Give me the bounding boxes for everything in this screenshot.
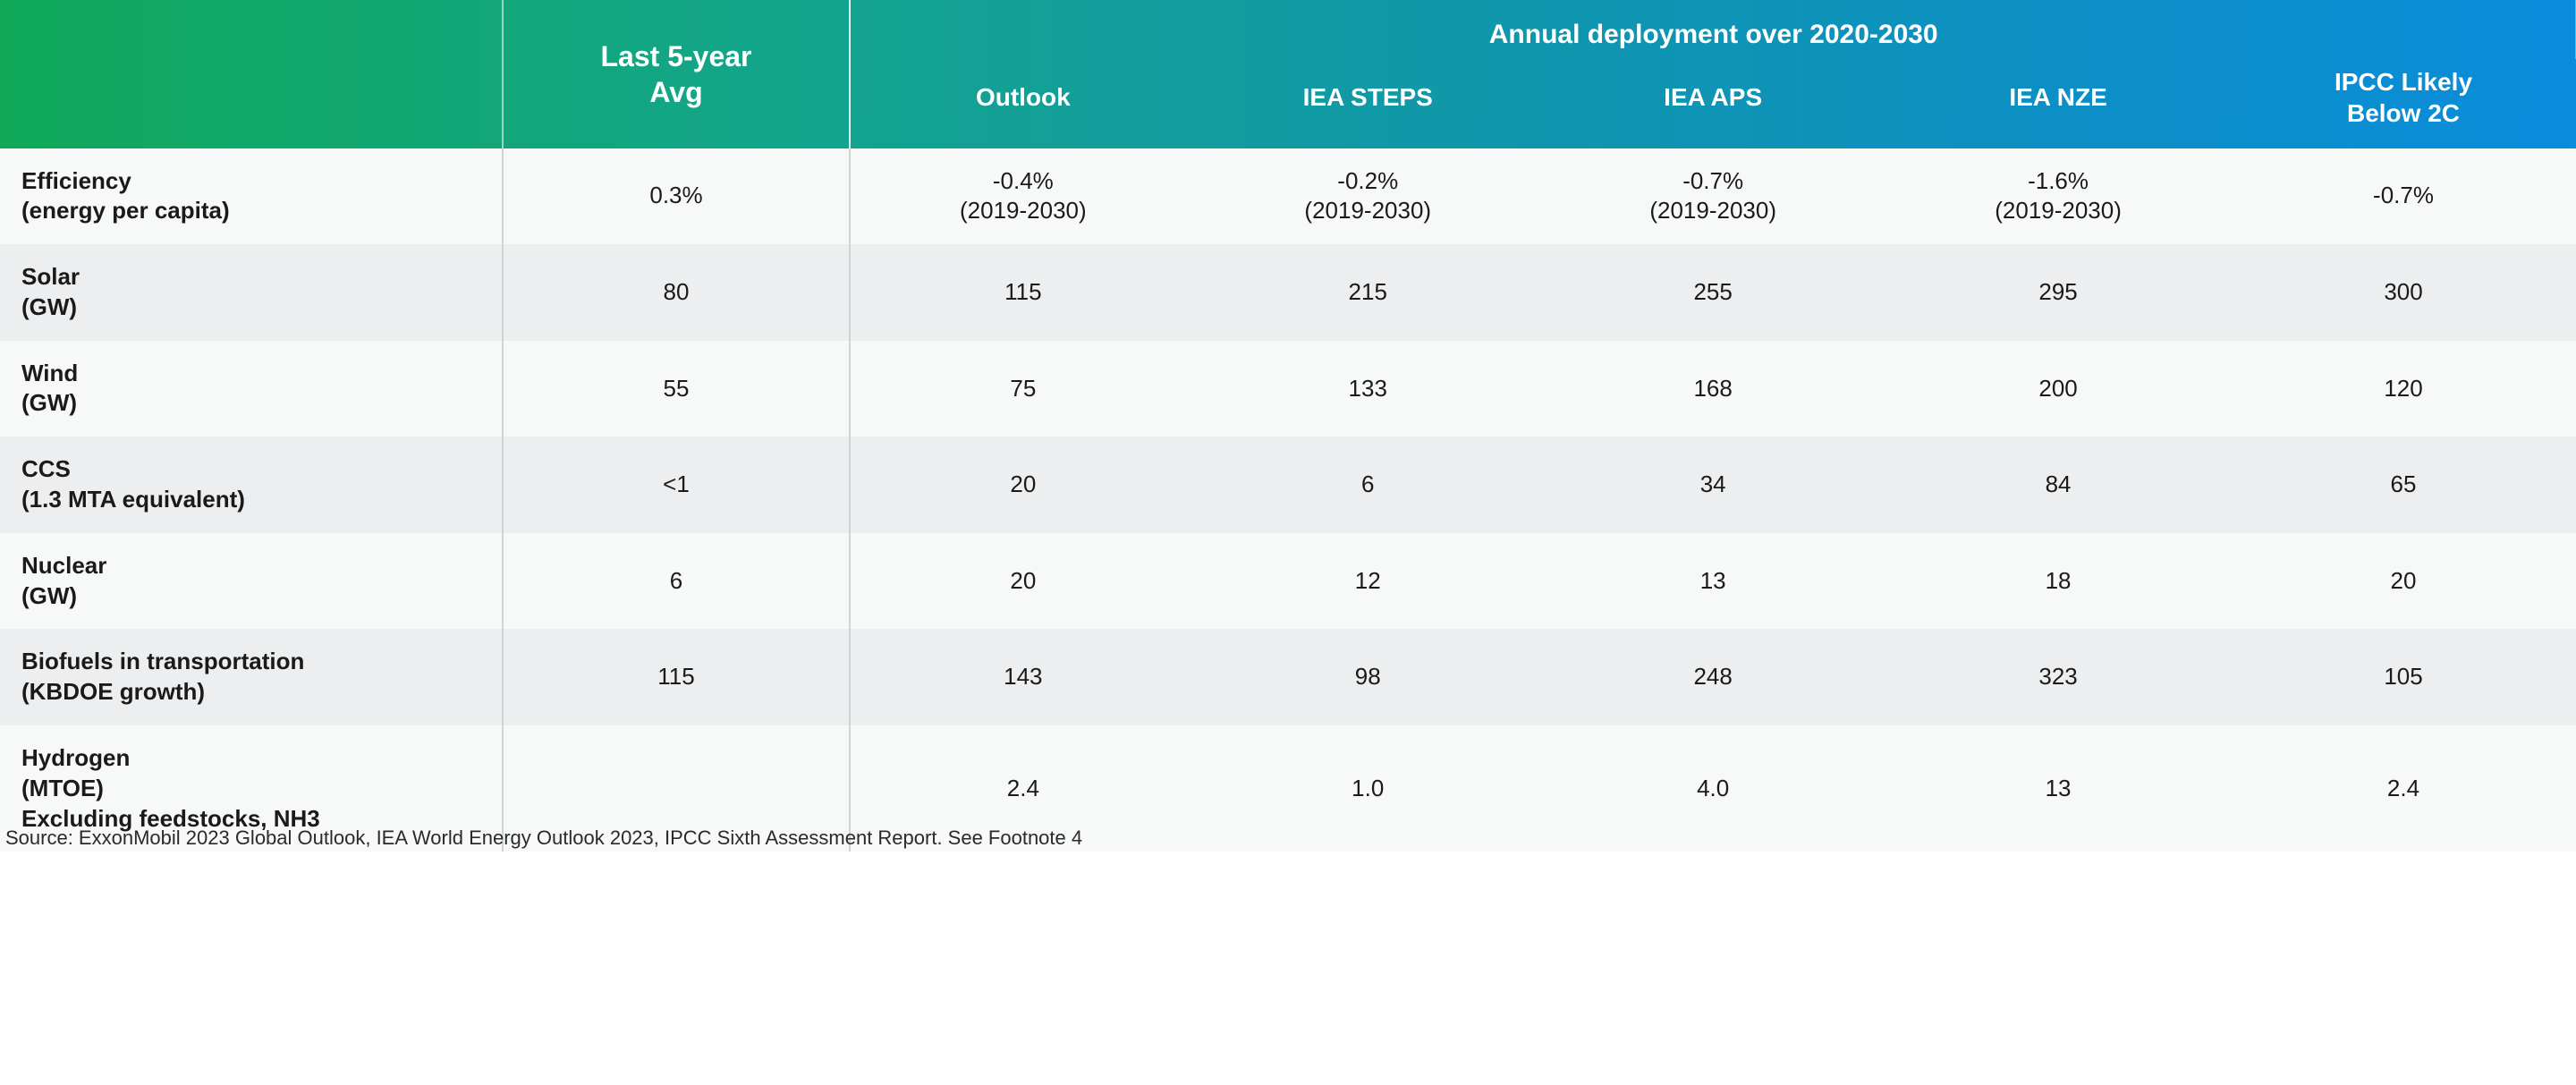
cell-avg: 55	[503, 341, 851, 437]
cell-value: 143	[850, 629, 1195, 725]
header-avg-line2: Avg	[513, 74, 841, 110]
header-avg-line1: Last 5-year	[513, 38, 841, 74]
table-row: Nuclear(GW)62012131820	[0, 533, 2576, 630]
cell-value: 12	[1195, 533, 1540, 630]
header-super: Annual deployment over 2020-2030	[850, 0, 2576, 59]
row-label: Biofuels in transportation(KBDOE growth)	[0, 629, 503, 725]
cell-value: 323	[1885, 629, 2231, 725]
row-label: Efficiency(energy per capita)	[0, 148, 503, 245]
row-label-sub: (MTOE)	[21, 774, 493, 804]
cell-value: 248	[1540, 629, 1885, 725]
table-row: Solar(GW)80115215255295300	[0, 244, 2576, 341]
cell-value: 20	[850, 437, 1195, 533]
cell-value: -0.7%(2019-2030)	[1540, 148, 1885, 245]
row-label-sub: (energy per capita)	[21, 196, 493, 226]
cell-value: 168	[1540, 341, 1885, 437]
row-label: Solar(GW)	[0, 244, 503, 341]
table-row: Efficiency(energy per capita)0.3%-0.4%(2…	[0, 148, 2576, 245]
cell-value: 215	[1195, 244, 1540, 341]
row-label: Nuclear(GW)	[0, 533, 503, 630]
cell-value-note: (2019-2030)	[1208, 196, 1528, 226]
cell-avg: 80	[503, 244, 851, 341]
row-label-main: Wind	[21, 359, 493, 389]
cell-value: 84	[1885, 437, 2231, 533]
row-label-main: Hydrogen	[21, 743, 493, 774]
cell-value: 20	[2231, 533, 2576, 630]
row-label-sub: (KBDOE growth)	[21, 677, 493, 708]
cell-value: 20	[850, 533, 1195, 630]
table-row: CCS(1.3 MTA equivalent)<1206348465	[0, 437, 2576, 533]
cell-value: 65	[2231, 437, 2576, 533]
source-note: Source: ExxonMobil 2023 Global Outlook, …	[0, 821, 2576, 850]
cell-value-main: -0.2%	[1208, 166, 1528, 197]
header-scenario-4: IPCC Likely Below 2C	[2231, 59, 2576, 148]
cell-value: 255	[1540, 244, 1885, 341]
cell-value: 18	[1885, 533, 2231, 630]
header-scenario-0: Outlook	[850, 59, 1195, 148]
cell-value: 133	[1195, 341, 1540, 437]
cell-value-main: -0.7%	[1553, 166, 1873, 197]
table-container: Last 5-year Avg Annual deployment over 2…	[0, 0, 2576, 850]
cell-value-main: -0.4%	[863, 166, 1182, 197]
row-label: Wind(GW)	[0, 341, 503, 437]
row-label-main: CCS	[21, 454, 493, 485]
row-label-sub: (GW)	[21, 581, 493, 612]
deployment-table: Last 5-year Avg Annual deployment over 2…	[0, 0, 2576, 852]
row-label-main: Nuclear	[21, 551, 493, 581]
cell-value-note: (2019-2030)	[1553, 196, 1873, 226]
cell-value: 75	[850, 341, 1195, 437]
cell-value: -0.4%(2019-2030)	[850, 148, 1195, 245]
cell-value: 115	[850, 244, 1195, 341]
cell-value: 6	[1195, 437, 1540, 533]
cell-value: 300	[2231, 244, 2576, 341]
table-row: Biofuels in transportation(KBDOE growth)…	[0, 629, 2576, 725]
cell-avg: 6	[503, 533, 851, 630]
cell-value-main: -1.6%	[1898, 166, 2218, 197]
cell-value-note: (2019-2030)	[1898, 196, 2218, 226]
table-body: Efficiency(energy per capita)0.3%-0.4%(2…	[0, 148, 2576, 852]
row-label-main: Efficiency	[21, 166, 493, 197]
table-row: Wind(GW)5575133168200120	[0, 341, 2576, 437]
row-label-sub: (GW)	[21, 388, 493, 419]
header-avg: Last 5-year Avg	[503, 0, 851, 148]
cell-avg: <1	[503, 437, 851, 533]
cell-value: -0.7%	[2231, 148, 2576, 245]
cell-value: 105	[2231, 629, 2576, 725]
cell-value: -1.6%(2019-2030)	[1885, 148, 2231, 245]
row-label-sub: (GW)	[21, 292, 493, 323]
cell-avg: 115	[503, 629, 851, 725]
cell-value: 200	[1885, 341, 2231, 437]
row-label-main: Biofuels in transportation	[21, 647, 493, 677]
cell-value: 98	[1195, 629, 1540, 725]
cell-value: 120	[2231, 341, 2576, 437]
header-scenario-1: IEA STEPS	[1195, 59, 1540, 148]
cell-value-note: (2019-2030)	[863, 196, 1182, 226]
header-scenario-3: IEA NZE	[1885, 59, 2231, 148]
header-scenario-2: IEA APS	[1540, 59, 1885, 148]
cell-value: 13	[1540, 533, 1885, 630]
row-label-sub: (1.3 MTA equivalent)	[21, 485, 493, 515]
cell-value: -0.2%(2019-2030)	[1195, 148, 1540, 245]
header-blank	[0, 0, 503, 148]
row-label-main: Solar	[21, 262, 493, 292]
cell-avg: 0.3%	[503, 148, 851, 245]
cell-value: 295	[1885, 244, 2231, 341]
cell-value: 34	[1540, 437, 1885, 533]
row-label: CCS(1.3 MTA equivalent)	[0, 437, 503, 533]
